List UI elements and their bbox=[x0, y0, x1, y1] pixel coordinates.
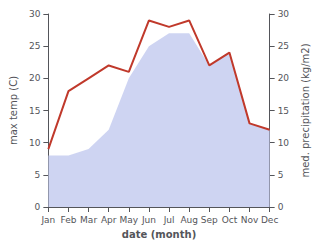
svg-text:0: 0 bbox=[35, 202, 41, 212]
svg-text:20: 20 bbox=[278, 73, 290, 83]
svg-text:Oct: Oct bbox=[222, 215, 238, 225]
svg-text:10: 10 bbox=[29, 138, 41, 148]
svg-text:Aug: Aug bbox=[180, 215, 198, 225]
svg-text:20: 20 bbox=[29, 73, 41, 83]
svg-text:10: 10 bbox=[278, 138, 290, 148]
svg-text:25: 25 bbox=[278, 41, 289, 51]
svg-text:5: 5 bbox=[35, 170, 41, 180]
svg-text:Jun: Jun bbox=[141, 215, 156, 225]
svg-text:Jan: Jan bbox=[40, 215, 55, 225]
svg-text:date (month): date (month) bbox=[122, 229, 196, 240]
svg-text:30: 30 bbox=[29, 9, 41, 19]
svg-text:max temp (C): max temp (C) bbox=[8, 76, 19, 145]
svg-text:May: May bbox=[120, 215, 139, 225]
svg-text:Apr: Apr bbox=[101, 215, 117, 225]
svg-text:Sep: Sep bbox=[201, 215, 218, 225]
svg-text:25: 25 bbox=[29, 41, 40, 51]
svg-text:Jul: Jul bbox=[163, 215, 175, 225]
svg-text:Nov: Nov bbox=[241, 215, 259, 225]
svg-text:15: 15 bbox=[29, 106, 40, 116]
svg-text:Mar: Mar bbox=[80, 215, 97, 225]
svg-text:Dec: Dec bbox=[261, 215, 278, 225]
svg-text:med. precipitation (kg/m2): med. precipitation (kg/m2) bbox=[300, 43, 311, 177]
svg-text:15: 15 bbox=[278, 106, 289, 116]
svg-text:5: 5 bbox=[278, 170, 284, 180]
svg-text:0: 0 bbox=[278, 202, 284, 212]
svg-text:Feb: Feb bbox=[61, 215, 77, 225]
svg-text:30: 30 bbox=[278, 9, 290, 19]
